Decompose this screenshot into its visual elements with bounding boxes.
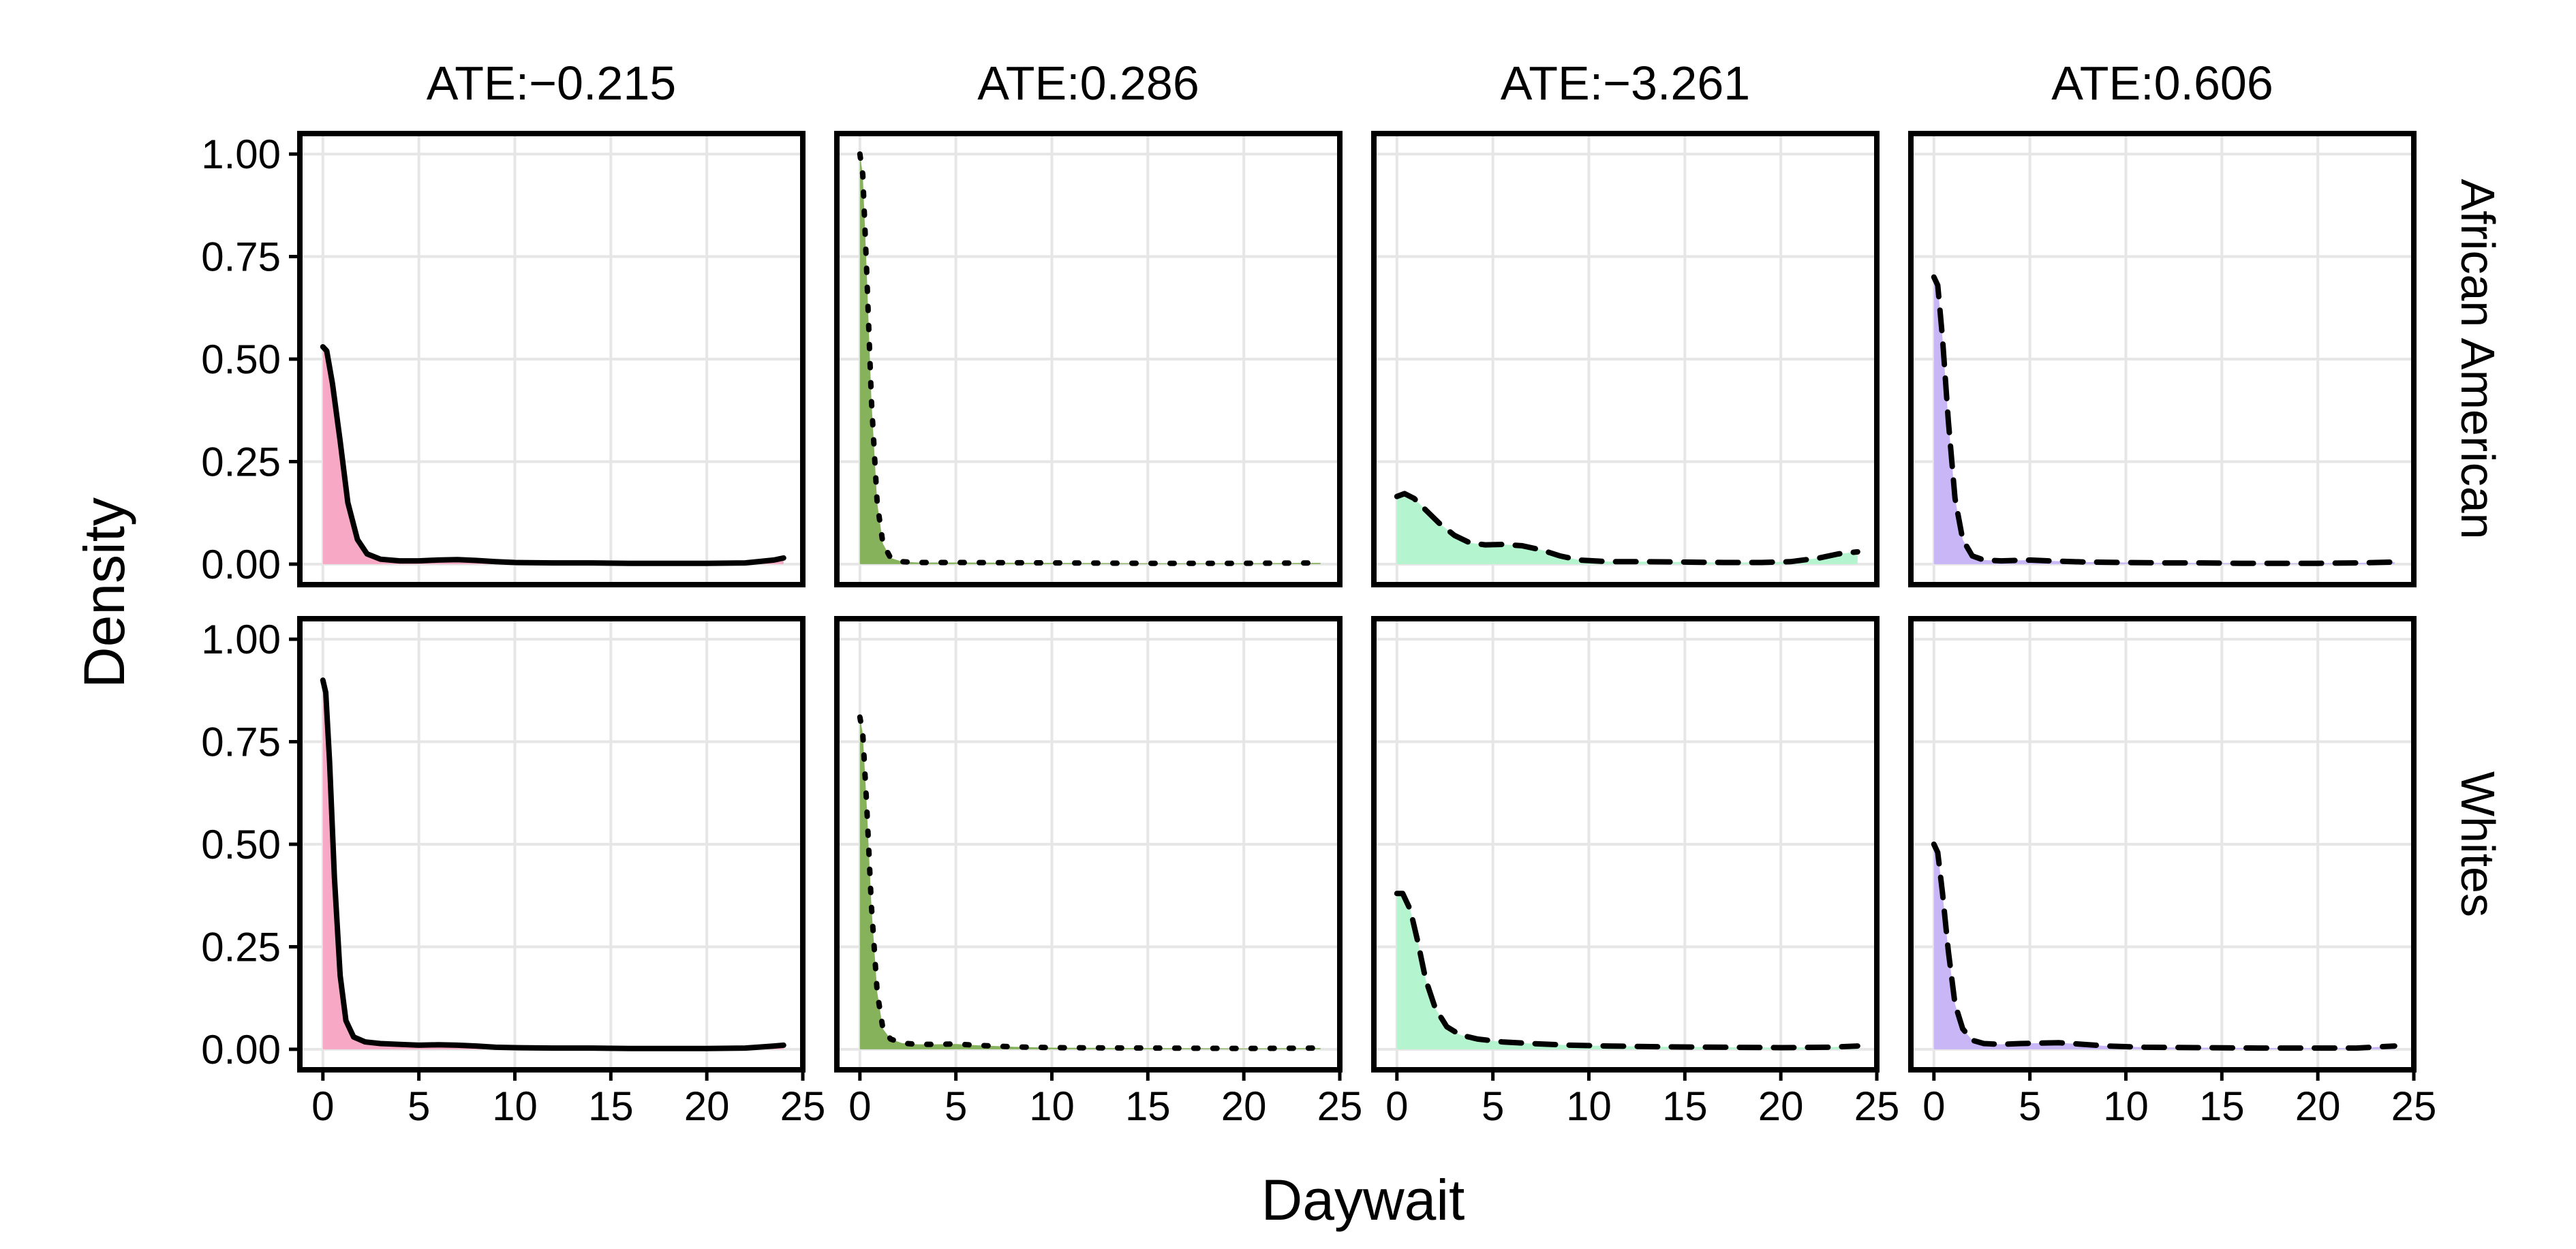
y-tick-label: 0.00 xyxy=(201,1027,281,1073)
column-strip-label: ATE:−0.215 xyxy=(427,57,676,110)
row-strip-label: Whites xyxy=(2451,771,2504,917)
panel-r0-c1 xyxy=(834,131,1343,587)
panel-r1-c3: 0 5 10 15 20 25 xyxy=(1908,616,2437,1129)
density-curve xyxy=(1931,842,2397,1051)
y-tick-label: 0.00 xyxy=(201,542,281,587)
panel-frame xyxy=(1908,131,2417,587)
panel-r1-c2: 0 5 10 15 20 25 xyxy=(1371,616,1900,1129)
density-area xyxy=(1933,277,2395,564)
y-axis-title: Density xyxy=(72,497,136,688)
x-axis-title: Daywait xyxy=(1261,1168,1465,1232)
y-tick-label: 0.50 xyxy=(201,822,281,867)
x-tick-label: 10 xyxy=(1029,1083,1075,1129)
density-curve xyxy=(857,151,1323,566)
panel-frame xyxy=(1371,131,1880,587)
x-tick-label: 10 xyxy=(492,1083,538,1129)
x-tick-label: 20 xyxy=(684,1083,730,1129)
density-area xyxy=(322,680,784,1049)
y-tick-label: 1.00 xyxy=(201,132,281,177)
x-tick-label: 10 xyxy=(2103,1083,2149,1129)
row-strip-label: African American xyxy=(2451,179,2504,539)
x-tick-label: 5 xyxy=(945,1083,967,1129)
x-tick-label: 15 xyxy=(1662,1083,1708,1129)
x-tick-label: 15 xyxy=(588,1083,634,1129)
column-strip-label: ATE:0.606 xyxy=(2051,57,2273,110)
panel-r0-c2 xyxy=(1371,131,1880,587)
panel-frame xyxy=(834,131,1343,587)
x-tick-label: 20 xyxy=(1221,1083,1267,1129)
y-tick-label: 0.25 xyxy=(201,439,281,484)
x-tick-label: 0 xyxy=(1922,1083,1945,1129)
panel-frame xyxy=(1371,616,1880,1073)
column-strip-label: ATE:−3.261 xyxy=(1501,57,1750,110)
density-area xyxy=(1396,893,1858,1049)
y-tick-label: 1.00 xyxy=(201,617,281,662)
y-tick-label: 0.75 xyxy=(201,720,281,765)
x-tick-label: 15 xyxy=(1125,1083,1171,1129)
x-tick-label: 0 xyxy=(848,1083,871,1129)
density-area xyxy=(1396,493,1858,564)
density-curve xyxy=(1931,274,2397,566)
x-tick-label: 0 xyxy=(311,1083,334,1129)
y-tick-label: 0.75 xyxy=(201,234,281,280)
x-tick-label: 5 xyxy=(408,1083,430,1129)
x-tick-label: 25 xyxy=(780,1083,826,1129)
density-curve xyxy=(320,677,786,1051)
x-tick-label: 0 xyxy=(1385,1083,1408,1129)
panel-r1-c1: 0 5 10 15 20 25 xyxy=(834,616,1363,1129)
labels-layer: Daywait Density ATE:−0.215 ATE:0.286 ATE:−… xyxy=(72,57,2504,1232)
x-tick-label: 20 xyxy=(2295,1083,2341,1129)
panel-r1-c0: 0.00 0.25 0.50 0.75 1.00 0 5 10 15 20 25 xyxy=(201,616,826,1129)
x-tick-label: 25 xyxy=(1317,1083,1363,1129)
x-tick-label: 10 xyxy=(1566,1083,1612,1129)
density-curve xyxy=(857,714,1323,1051)
panel-r0-c3 xyxy=(1908,131,2417,587)
x-tick-label: 5 xyxy=(1482,1083,1504,1129)
x-tick-label: 5 xyxy=(2019,1083,2041,1129)
density-area xyxy=(859,717,1321,1049)
x-tick-label: 20 xyxy=(1758,1083,1804,1129)
x-tick-label: 25 xyxy=(1854,1083,1900,1129)
density-curve xyxy=(1394,491,1860,566)
panel-r0-c0: 0.00 0.25 0.50 0.75 1.00 xyxy=(201,131,806,587)
y-tick-label: 0.50 xyxy=(201,337,281,382)
panels-layer: 0.00 0.25 0.50 0.75 1.00 0.00 0.25 0.50 0.75 1.00… xyxy=(201,131,2437,1129)
density-curve xyxy=(320,343,786,566)
x-tick-label: 25 xyxy=(2391,1083,2437,1129)
panel-frame xyxy=(834,616,1343,1073)
density-curve xyxy=(1394,891,1860,1051)
panel-frame xyxy=(1908,616,2417,1073)
y-tick-label: 0.25 xyxy=(201,924,281,970)
x-tick-label: 15 xyxy=(2199,1083,2245,1129)
column-strip-label: ATE:0.286 xyxy=(977,57,1199,110)
density-area xyxy=(322,346,784,564)
